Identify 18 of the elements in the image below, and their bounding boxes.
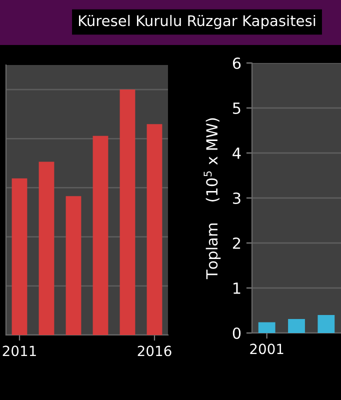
bar (146, 124, 162, 335)
y-tick-label: 5 (233, 102, 240, 114)
bar (92, 136, 108, 335)
y-tick-label: 1 (234, 282, 240, 294)
x-tick-label: 2001 (250, 344, 284, 354)
chart-title: Küresel Kurulu Rüzgar Kapasitesi (79, 14, 316, 30)
bar (66, 196, 82, 335)
y-tick-label: 4 (232, 148, 241, 159)
x-tick-label: 2011 (2, 346, 36, 356)
bar (12, 178, 28, 335)
y-axis-title: Toplam (10$^{5}$ x MW) (204, 118, 221, 280)
bar (38, 162, 54, 335)
x-tick-label: 2016 (138, 346, 172, 356)
y-tick-label: 0 (232, 327, 241, 340)
y-tick-label: 3 (233, 192, 240, 204)
y-tick-label: 6 (232, 57, 241, 70)
y-tick-label: 2 (232, 237, 240, 249)
bar (120, 90, 136, 335)
